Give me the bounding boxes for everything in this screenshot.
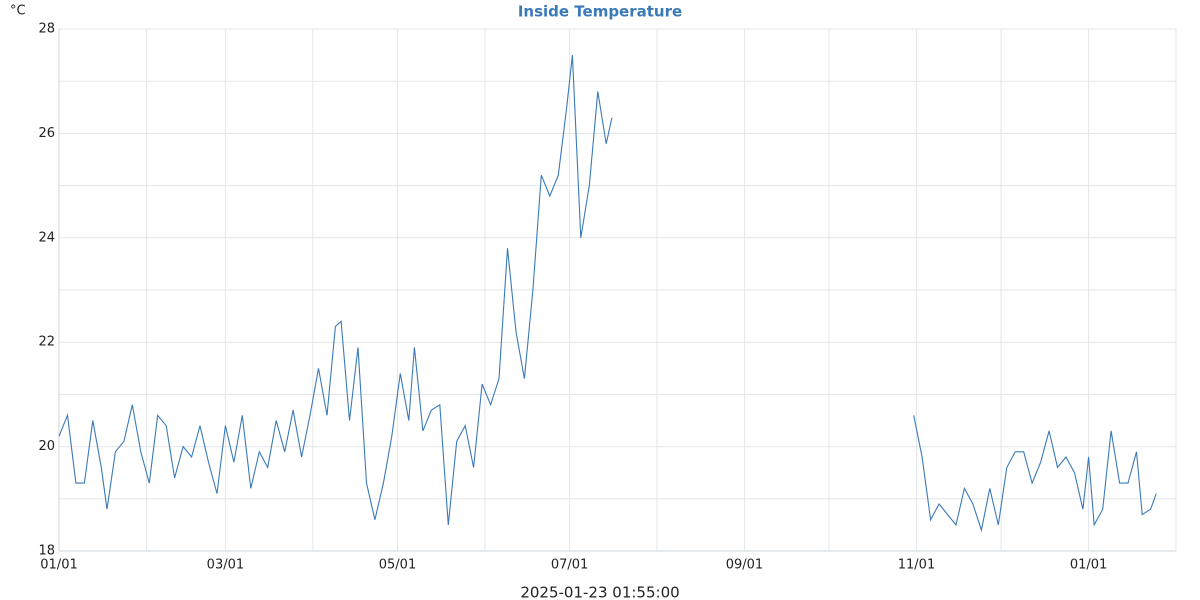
y-tick-label: 26 <box>38 126 55 141</box>
y-axis-label: °C <box>10 4 26 19</box>
data-line <box>58 55 1157 533</box>
chart-title: Inside Temperature <box>518 3 682 21</box>
x-tick-label: 01/01 <box>1070 558 1107 573</box>
y-tick-label: 24 <box>38 230 55 245</box>
timestamp: 2025-01-23 01:55:00 <box>520 584 679 600</box>
y-tick-label: 28 <box>38 22 55 37</box>
x-tick-label: 11/01 <box>898 558 935 573</box>
y-tick-label: 22 <box>38 335 55 350</box>
x-tick-label: 03/01 <box>207 558 244 573</box>
x-tick-label: 05/01 <box>379 558 416 573</box>
y-tick-label: 20 <box>38 439 55 454</box>
x-tick-label: 01/01 <box>40 558 77 573</box>
x-tick-label: 09/01 <box>726 558 763 573</box>
y-tick-label: 18 <box>38 544 55 559</box>
x-tick-label: 07/01 <box>551 558 588 573</box>
